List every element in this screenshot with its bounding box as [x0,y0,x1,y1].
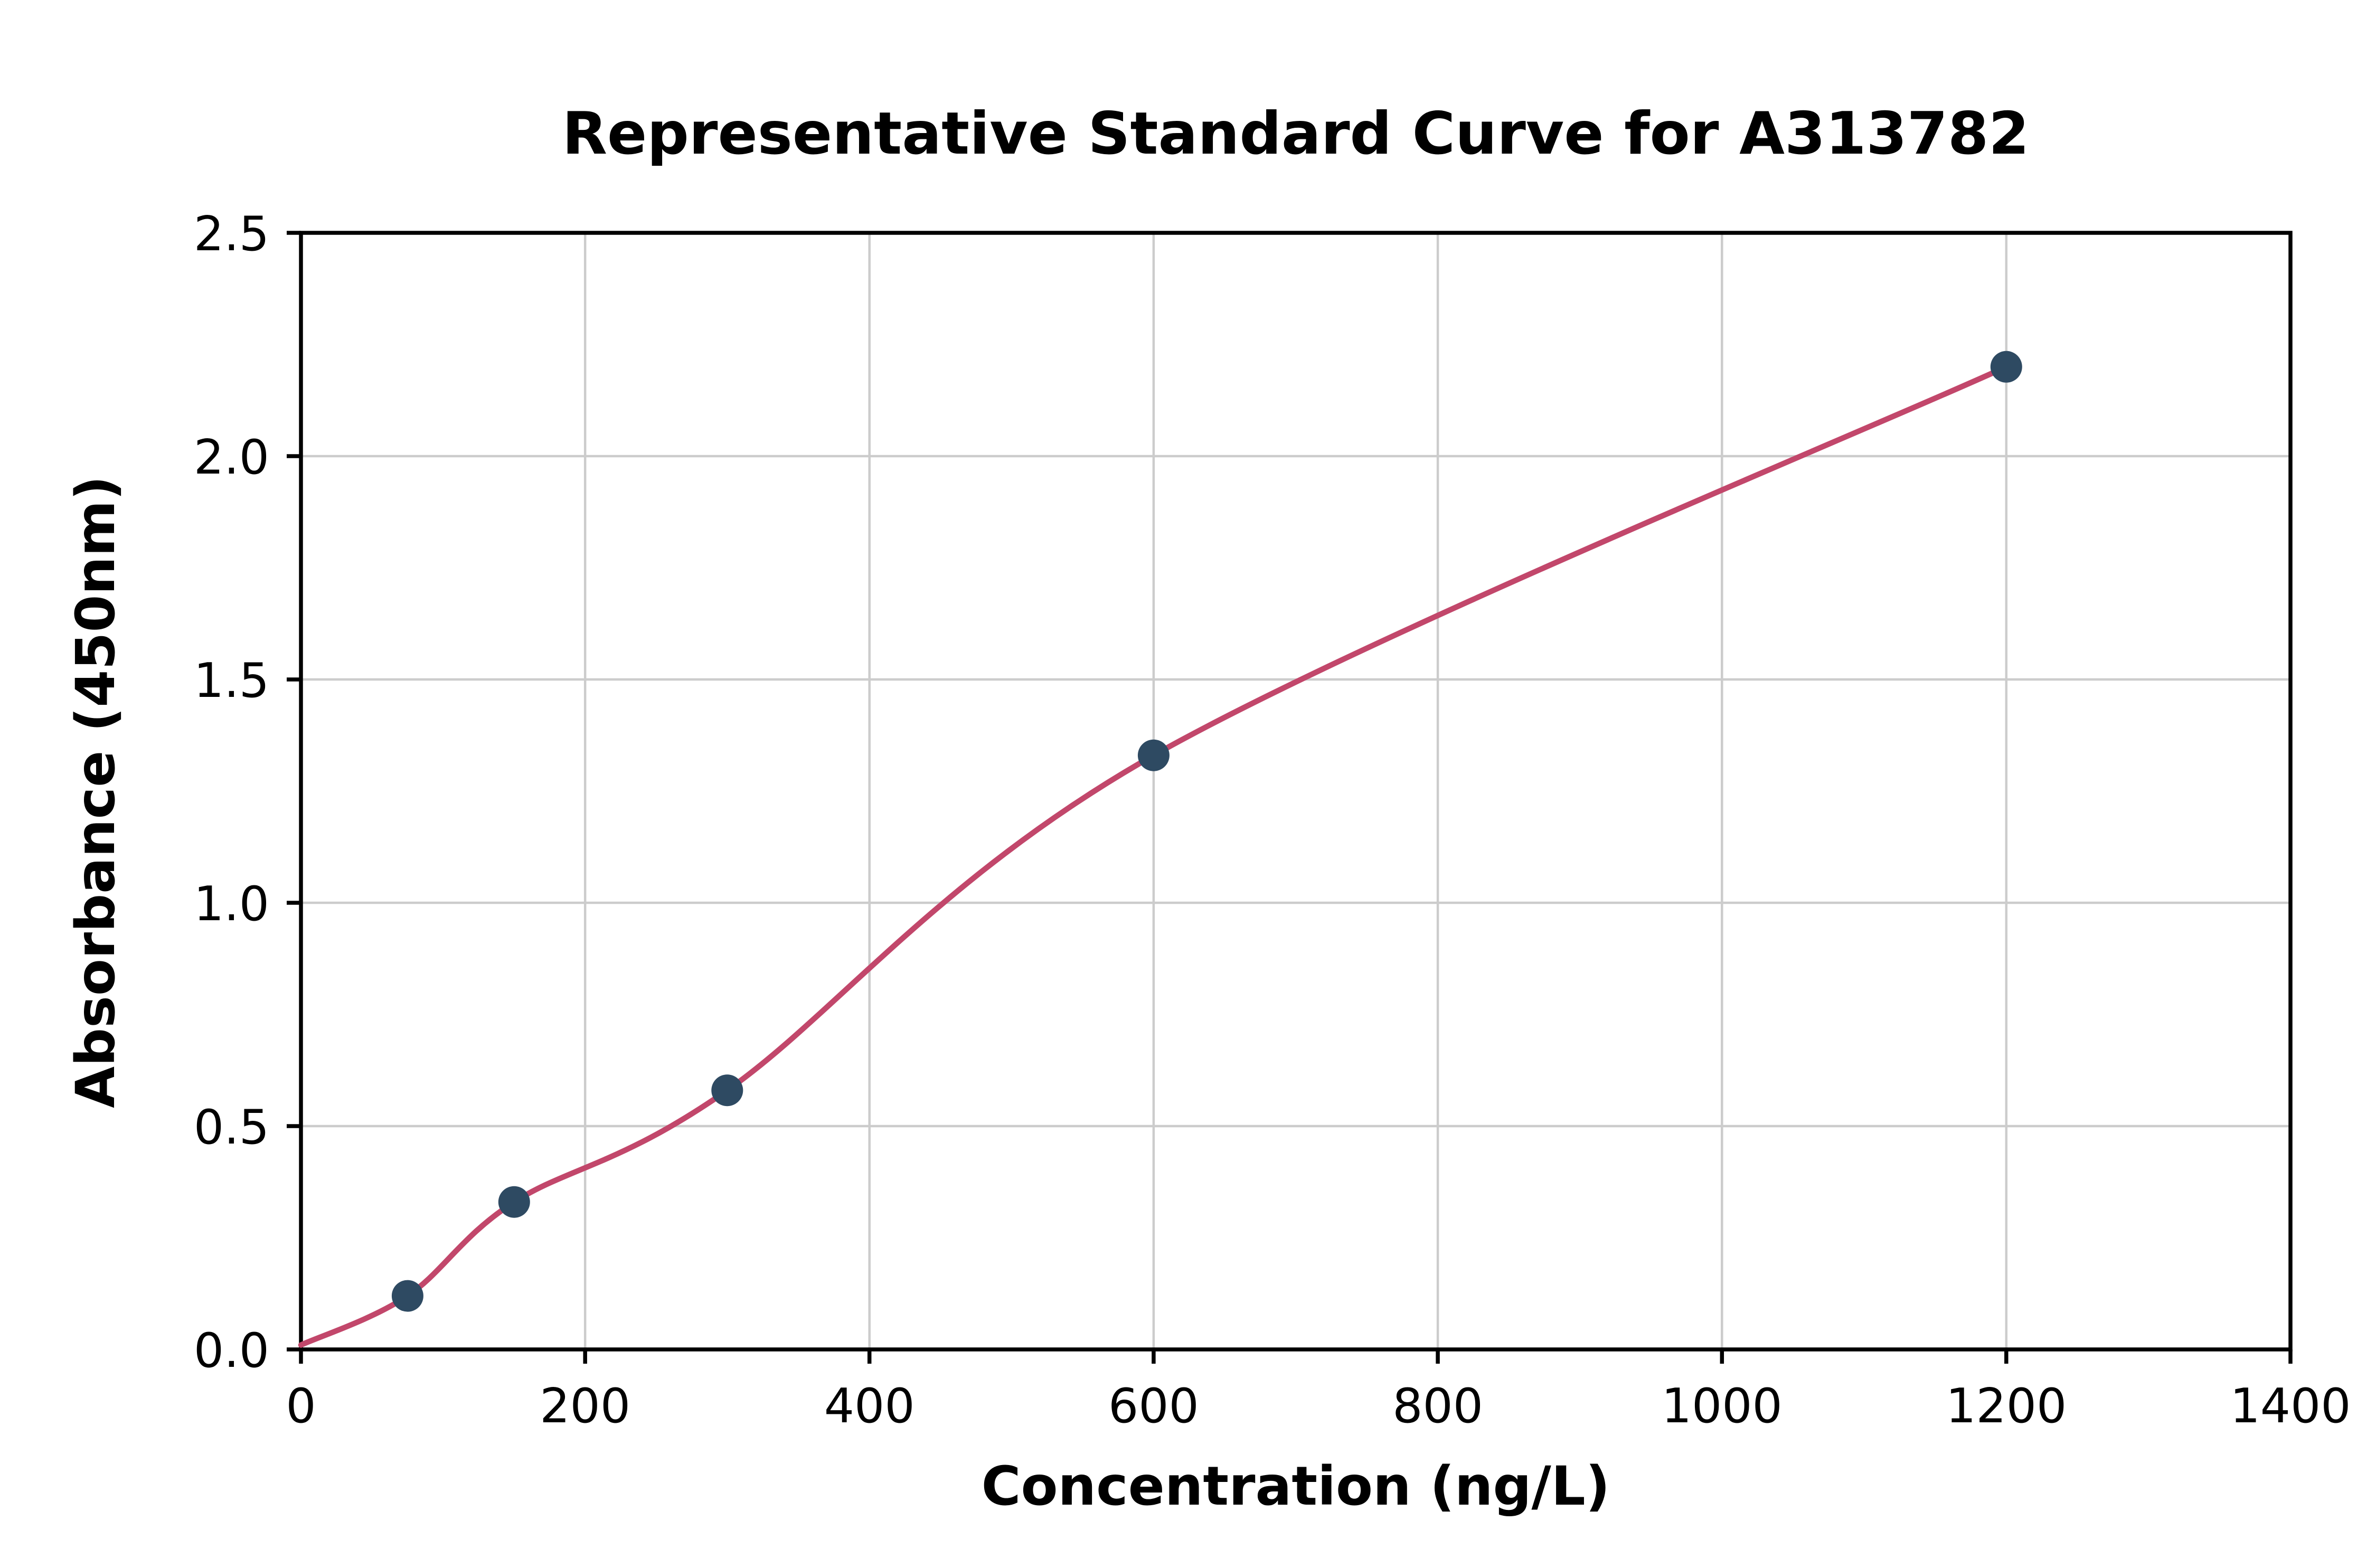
x-tick-label: 400 [824,1378,915,1434]
data-point [391,1280,423,1312]
y-tick-label: 1.5 [194,653,269,709]
tick-labels: 0 200 400 600 800 1000 1200 1400 0.0 0.5 1.0 1.5 2.0… [194,206,2351,1434]
y-tick-label: 1.0 [194,876,269,932]
x-tick-label: 600 [1108,1378,1199,1434]
x-tick-label: 0 [286,1378,316,1434]
plot-border [299,231,2293,1352]
axes-box [299,231,2293,1352]
y-tick-label: 0.0 [194,1323,269,1378]
tick-marks [287,231,2293,1364]
data-point [711,1074,743,1107]
chart-title: Representative Standard Curve for A31378… [562,100,2030,168]
x-tick-label: 200 [540,1378,630,1434]
y-axis-label: Absorbance (450nm) [64,476,127,1108]
x-tick-label: 1000 [1662,1378,1783,1434]
y-tick-label: 0.5 [194,1100,269,1155]
y-tick-label: 2.5 [194,206,269,262]
data-point [1990,351,2022,383]
x-axis-label: Concentration (ng/L) [982,1455,1610,1518]
data-point [1137,739,1170,771]
x-tick-label: 1400 [2230,1378,2351,1434]
y-tick-label: 2.0 [194,430,269,485]
x-tick-label: 800 [1392,1378,1483,1434]
data-points [391,351,2022,1312]
fit-curve [298,364,2010,1348]
x-tick-label: 1200 [1946,1378,2067,1434]
data-point [498,1186,530,1218]
gridlines [299,231,2292,1351]
